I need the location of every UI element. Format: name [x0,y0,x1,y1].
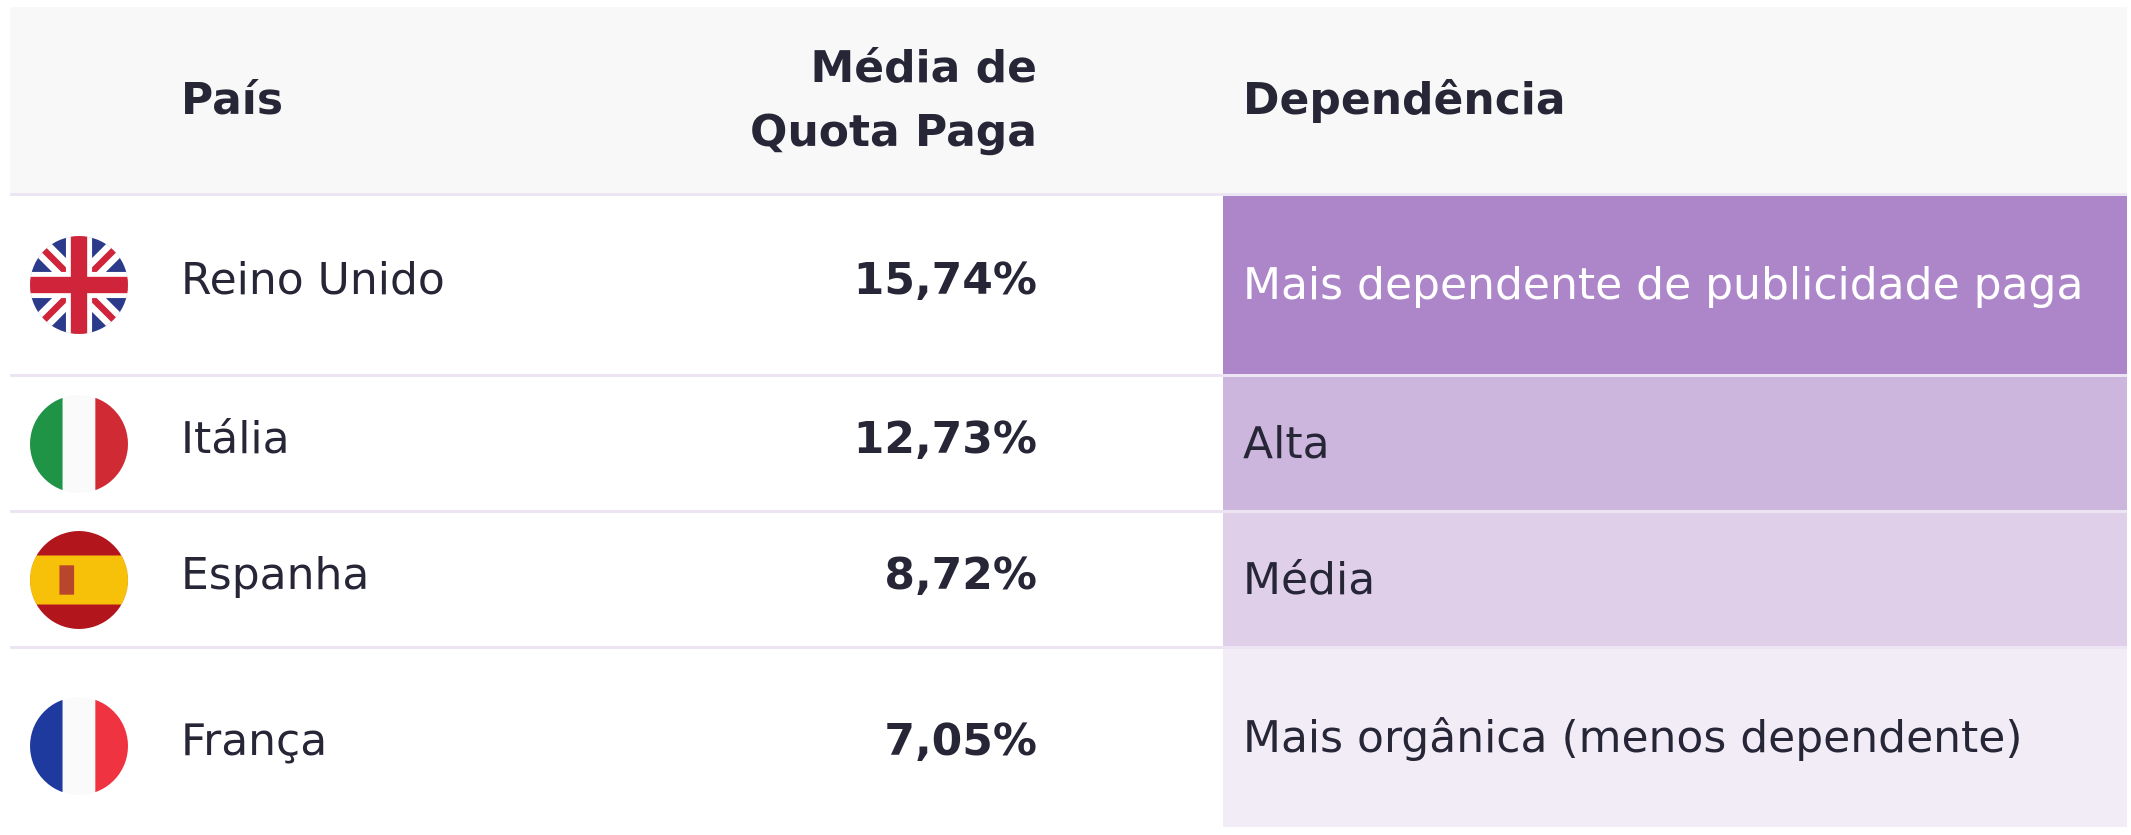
uk-flag-icon [30,236,128,334]
header-country: País [181,74,284,125]
country-name: Espanha [181,549,370,600]
paid-share-value: 15,74% [853,254,1037,305]
paid-share-value: 12,73% [853,413,1037,464]
dependence-cell: Mais orgânica (menos dependente) [1223,649,2127,827]
header-dependence: Dependência [1243,74,1566,125]
italy-flag-icon [30,395,128,493]
table-row: Reino Unido 15,74% Mais dependente de pu… [10,196,2127,377]
country-name: França [181,715,328,766]
table-row: Itália 12,73% Alta [10,377,2127,513]
country-name: Reino Unido [181,254,445,305]
france-flag-icon [30,697,128,795]
country-name: Itália [181,413,290,464]
spain-flag-icon [30,531,128,629]
header-avg-paid-share: Média de Quota Paga [750,42,1037,157]
paid-share-value: 8,72% [884,549,1037,600]
dependence-cell: Mais dependente de publicidade paga [1223,196,2127,374]
table-row: França 7,05% Mais orgânica (menos depend… [10,649,2127,827]
table-header: País Média de Quota Paga Dependência [10,7,2127,196]
paid-share-value: 7,05% [884,715,1037,766]
dependence-cell: Alta [1223,377,2127,510]
table-row: Espanha 8,72% Média [10,513,2127,649]
dependence-cell: Média [1223,513,2127,646]
